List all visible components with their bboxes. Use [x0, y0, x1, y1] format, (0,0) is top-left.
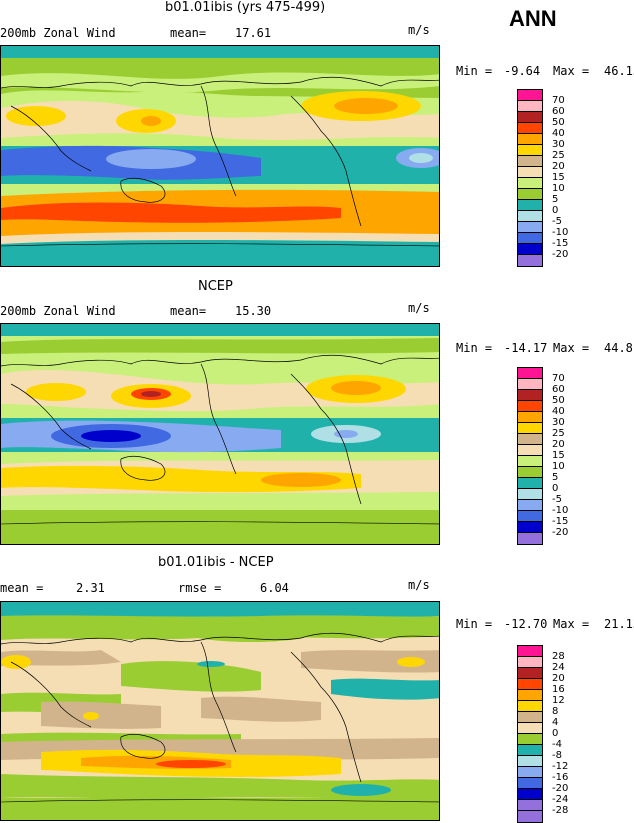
panel-3-min-label: Min = [456, 617, 493, 631]
panel-2-title: NCEP [198, 279, 233, 294]
panel-1-min-value: -9.64 [504, 64, 541, 78]
colorbar-tick-label: 70 [552, 373, 565, 384]
panel-1-colorbar [517, 89, 543, 267]
panel-1-max-label: Max = [553, 64, 590, 78]
colorbar-tick-label: 0 [552, 483, 559, 494]
panel-3-min-value: -12.70 [504, 617, 548, 631]
panel-1-mean-value: 17.61 [235, 26, 272, 40]
colorbar-tick-label: 24 [552, 662, 565, 673]
panel-3-mean-value: 2.31 [76, 581, 105, 595]
colorbar-tick-label: 10 [552, 461, 565, 472]
colorbar-tick-label: 25 [552, 150, 565, 161]
colorbar-tick-label: 4 [552, 717, 559, 728]
panel-2-variable: 200mb Zonal Wind [0, 304, 116, 318]
panel-1-title: b01.01ibis (yrs 475-499) [165, 0, 326, 15]
colorbar-tick-label: -28 [552, 805, 569, 816]
colorbar-tick-label: -20 [552, 249, 569, 260]
colorbar-tick-label: -20 [552, 783, 569, 794]
panel-2-mean-value: 15.30 [235, 304, 272, 318]
colorbar-tick-label: 30 [552, 139, 565, 150]
colorbar-tick-label: 0 [552, 205, 559, 216]
panel-2-units: m/s [408, 301, 430, 315]
colorbar-tick-label: 15 [552, 172, 565, 183]
panel-3-mean-label: mean = [0, 581, 44, 595]
panel-1-colorbar-labels: 70 60 50 40 30 25 20 15 10 5 0 -5 -10 -1… [552, 95, 568, 260]
colorbar-tick-label: 30 [552, 417, 565, 428]
colorbar-tick-label: 28 [552, 651, 565, 662]
colorbar-tick-label: 60 [552, 106, 565, 117]
colorbar-tick-label: -5 [552, 494, 562, 505]
panel-2-mean-label: mean= [170, 304, 207, 318]
panel-1-variable: 200mb Zonal Wind [0, 26, 116, 40]
panel-3-max-value: 21.13 [604, 617, 634, 631]
panel-2-colorbar [517, 367, 543, 545]
colorbar-tick-label: -4 [552, 739, 562, 750]
colorbar-tick-label: 16 [552, 684, 565, 695]
colorbar-tick-label: -10 [552, 505, 569, 516]
colorbar-tick-label: 20 [552, 439, 565, 450]
colorbar-tick-label: -15 [552, 516, 569, 527]
colorbar-tick-label: 5 [552, 472, 559, 483]
panel-2-max-label: Max = [553, 341, 590, 355]
colorbar-tick-label: 10 [552, 183, 565, 194]
colorbar-tick-label: 60 [552, 384, 565, 395]
colorbar-tick-label: -5 [552, 216, 562, 227]
panel-1-contour-plot [1, 46, 439, 266]
panel-3-colorbar-labels: 28 24 20 16 12 8 4 0 -4 -8 -12 -16 -20 -… [552, 651, 568, 816]
colorbar-tick-label: 50 [552, 117, 565, 128]
panel-1-max-value: 46.15 [604, 64, 634, 78]
colorbar-tick-label: -12 [552, 761, 569, 772]
panel-3-units: m/s [408, 578, 430, 592]
colorbar-tick-label: -10 [552, 227, 569, 238]
colorbar-tick-label: -8 [552, 750, 562, 761]
panel-2-min-value: -14.17 [504, 341, 548, 355]
colorbar-tick-label: -20 [552, 527, 569, 538]
panel-3-max-label: Max = [553, 617, 590, 631]
colorbar-tick-label: 40 [552, 128, 565, 139]
panel-3-contour-plot [1, 602, 439, 820]
panel-2-contour-plot [1, 324, 439, 544]
panel-3-title: b01.01ibis - NCEP [158, 555, 274, 570]
colorbar-tick-label: 8 [552, 706, 559, 717]
panel-3-rmse-label: rmse = [178, 581, 222, 595]
colorbar-tick-label: -24 [552, 794, 569, 805]
colorbar-tick-label: 50 [552, 395, 565, 406]
colorbar-tick-label: 12 [552, 695, 565, 706]
panel-2-map [0, 323, 440, 545]
panel-1-min-label: Min = [456, 64, 493, 78]
season-label: ANN [509, 6, 557, 31]
colorbar-tick-label: -15 [552, 238, 569, 249]
panel-2-min-label: Min = [456, 341, 493, 355]
colorbar-tick-label: -16 [552, 772, 569, 783]
panel-3-rmse-value: 6.04 [260, 581, 289, 595]
colorbar-tick-label: 5 [552, 194, 559, 205]
colorbar-tick-label: 20 [552, 161, 565, 172]
colorbar-tick-label: 20 [552, 673, 565, 684]
colorbar-tick-label: 0 [552, 728, 559, 739]
panel-1-map [0, 45, 440, 267]
panel-2-colorbar-labels: 70 60 50 40 30 25 20 15 10 5 0 -5 -10 -1… [552, 373, 568, 538]
colorbar-tick-label: 40 [552, 406, 565, 417]
colorbar-tick-label: 15 [552, 450, 565, 461]
panel-1-mean-label: mean= [170, 26, 207, 40]
colorbar-tick-label: 25 [552, 428, 565, 439]
panel-1-units: m/s [408, 23, 430, 37]
panel-3-map [0, 601, 440, 821]
panel-2-max-value: 44.81 [604, 341, 634, 355]
colorbar-tick-label: 70 [552, 95, 565, 106]
panel-3-colorbar [517, 645, 543, 823]
